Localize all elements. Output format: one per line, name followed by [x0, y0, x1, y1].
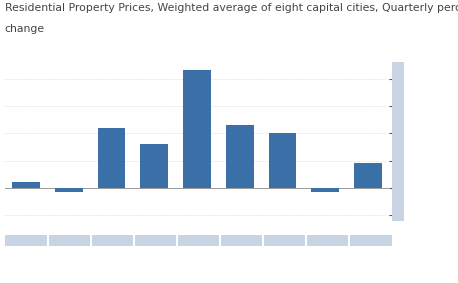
Bar	[140, 144, 168, 188]
Bar	[226, 125, 254, 188]
Text: Residential Property Prices, Weighted average of eight capital cities, Quarterly: Residential Property Prices, Weighted av…	[5, 3, 458, 13]
Bar	[354, 163, 382, 188]
Bar	[55, 188, 82, 192]
Bar	[311, 188, 339, 192]
Bar	[183, 70, 211, 188]
Bar	[12, 183, 40, 188]
Bar	[98, 128, 125, 188]
Text: change: change	[5, 24, 45, 34]
Bar	[268, 133, 296, 188]
